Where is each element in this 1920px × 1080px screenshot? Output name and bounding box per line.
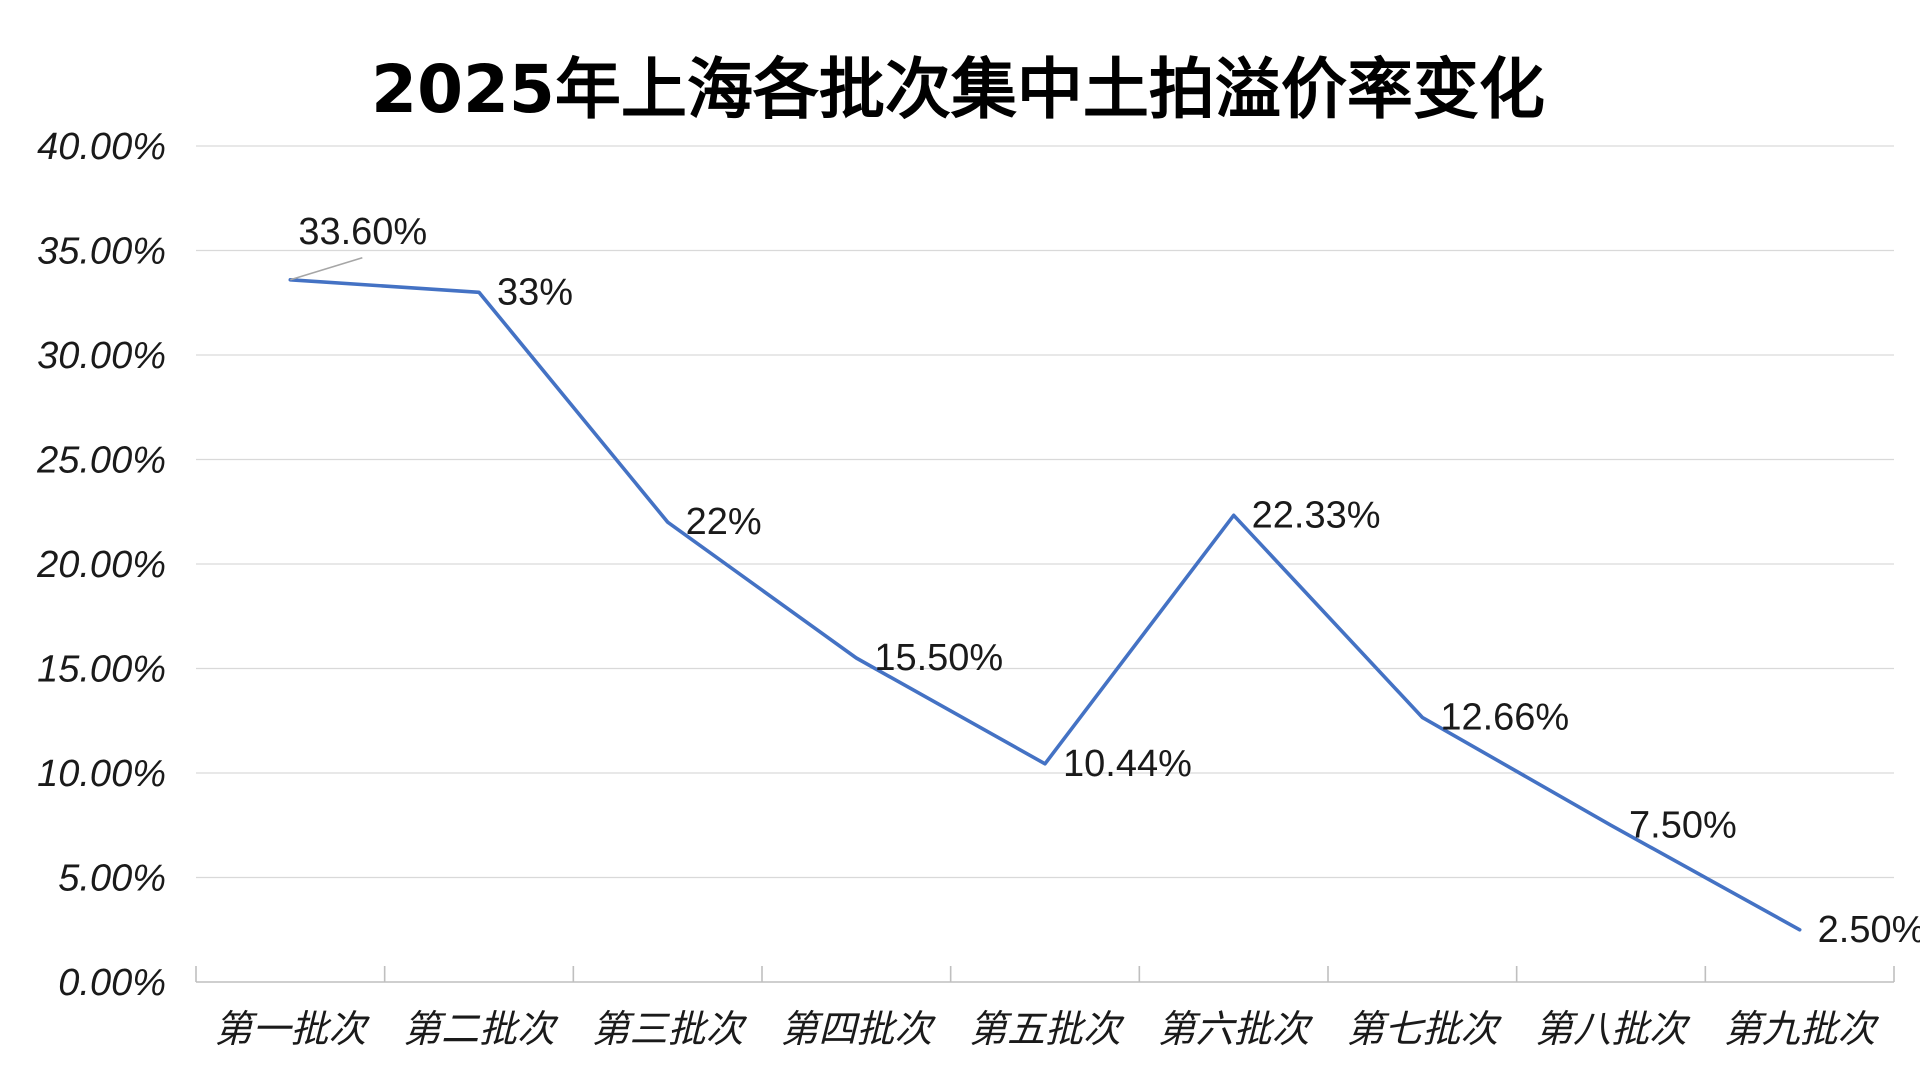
series-line [288,277,1802,932]
x-tick-label: 第八批次 [1535,1007,1691,1051]
y-tick-label: 35.00% [37,231,166,273]
y-tick-label: 10.00% [37,753,166,795]
data-labels: 33.60% 33% 22% 15.50% 10.44% 22.33% 12.66% 7.50… [290,211,1920,951]
gridlines [196,145,1894,879]
axes [195,966,1895,983]
series-layer [288,277,1803,933]
data-label-leader [290,256,363,281]
data-label: 15.50% [874,637,1003,679]
data-label: 7.50% [1629,804,1737,846]
data-label: 33% [497,271,573,313]
x-tick-label: 第九批次 [1724,1007,1880,1051]
y-tick-label: 0.00% [58,962,166,1004]
y-tick-label: 40.00% [37,126,166,168]
data-point [665,519,671,525]
x-axis-tick-labels: 第一批次 第二批次 第三批次 第四批次 第五批次 第六批次 第七批次 第八批次 第九批次 [214,1007,1879,1051]
x-tick-label: 第二批次 [403,1007,559,1051]
data-point [853,655,859,661]
data-label: 22% [686,501,762,543]
y-tick-label: 15.00% [37,649,166,691]
data-point [1797,927,1803,933]
y-tick-label: 5.00% [58,858,166,900]
data-point [1608,822,1614,828]
data-point [476,289,482,295]
x-tick-label: 第五批次 [969,1007,1125,1051]
x-tick-label: 第一批次 [214,1007,370,1051]
y-tick-label: 30.00% [37,335,166,377]
data-label: 2.50% [1818,909,1920,951]
data-label: 33.60% [298,211,427,253]
chart-title: 2025年上海各批次集中土拍溢价率变化 [371,51,1545,128]
y-tick-label: 20.00% [36,544,166,586]
x-tick-label: 第六批次 [1158,1007,1314,1051]
data-label: 12.66% [1440,696,1569,738]
x-tick-label: 第七批次 [1346,1007,1502,1051]
data-point [1042,761,1048,767]
data-label: 10.44% [1063,743,1192,785]
x-tick-label: 第四批次 [780,1007,936,1051]
y-tick-label: 25.00% [36,440,166,482]
x-tick-label: 第三批次 [592,1007,748,1051]
y-axis-tick-labels: 0.00% 5.00% 10.00% 15.00% 20.00% 25.00% 30.00%… [36,126,166,1004]
data-point [1419,714,1425,720]
data-label: 22.33% [1252,494,1381,536]
data-point [1231,512,1237,518]
